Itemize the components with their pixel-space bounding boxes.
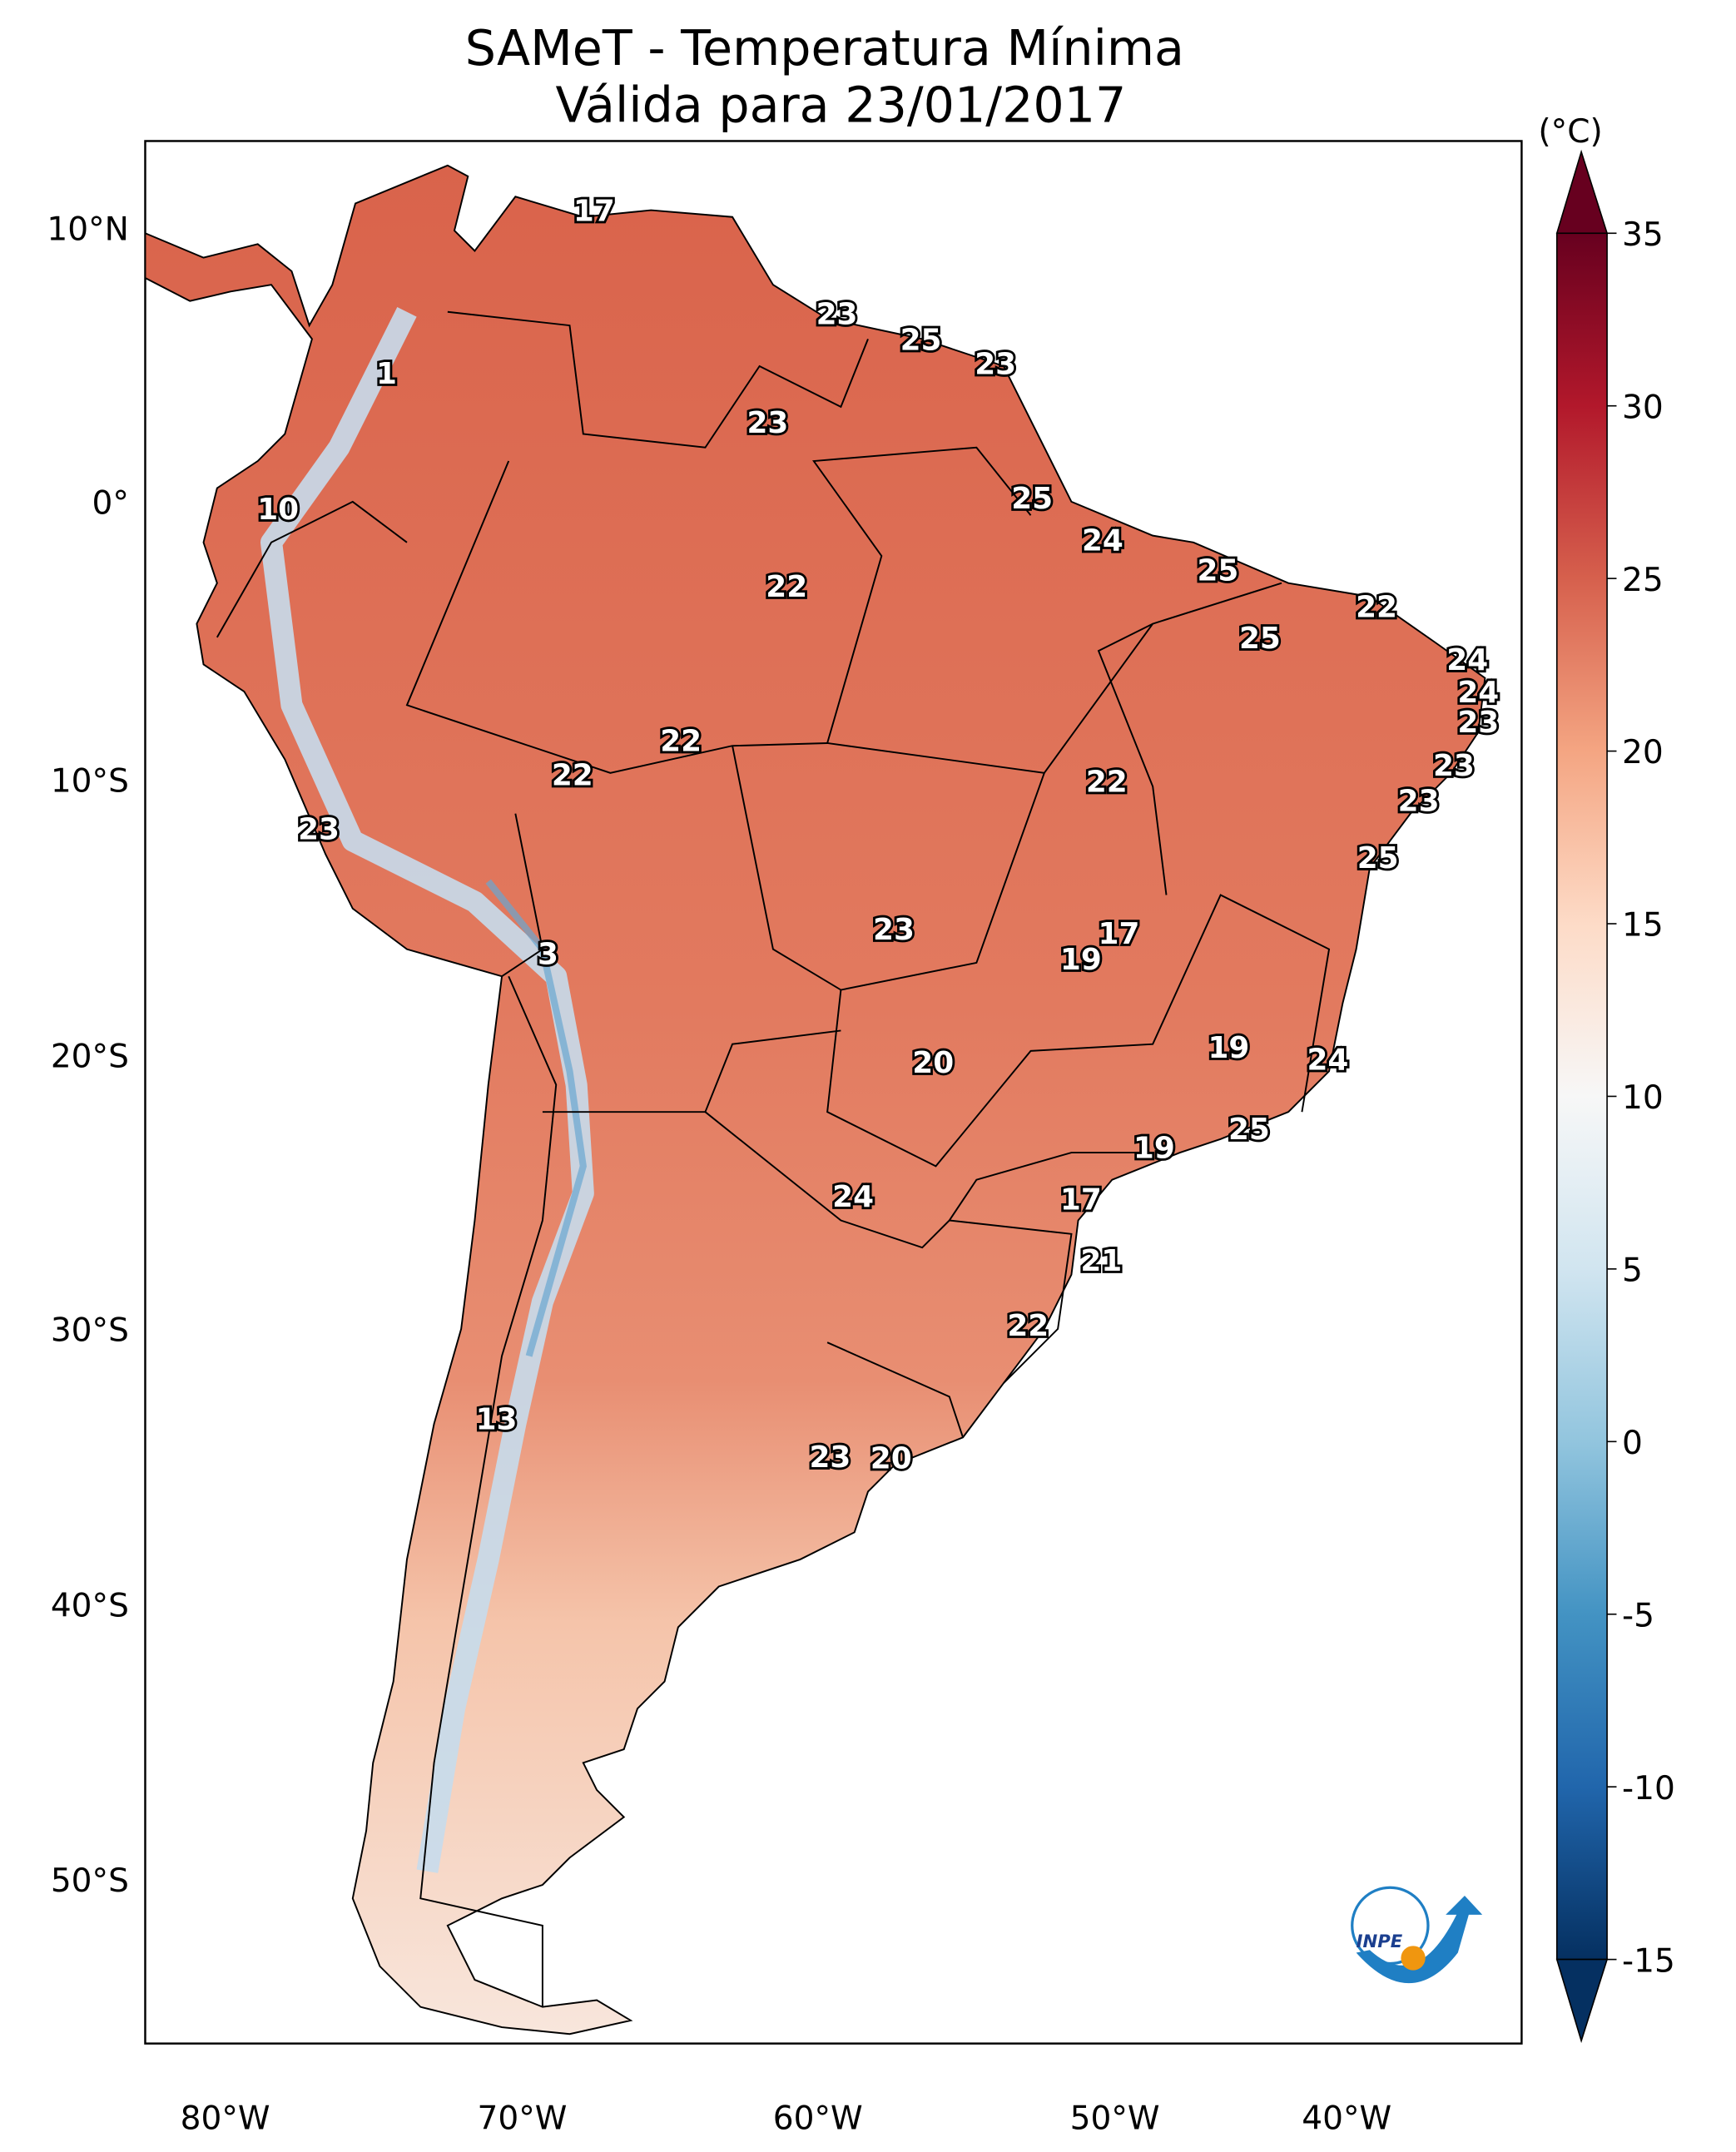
temperature-label: 25	[900, 323, 942, 357]
temperature-label: 22	[1007, 1309, 1049, 1343]
lat-tick: 50°S	[51, 1862, 129, 1900]
temperature-label: 25	[1239, 622, 1281, 656]
andes-cold-core	[485, 879, 587, 1357]
colorbar: (°C) 35 30 25 20 15 10 5 0 -5 -10 -15	[1538, 113, 1675, 2044]
temperature-label: 17	[573, 195, 615, 229]
andes-cold-band	[260, 306, 594, 1873]
temperature-label: 19	[1133, 1132, 1175, 1166]
temperature-label: 23	[975, 348, 1016, 382]
colorbar-tick-label: 20	[1622, 734, 1664, 771]
temperature-label: 3	[538, 938, 558, 972]
colorbar-tick-label: 10	[1622, 1079, 1664, 1117]
temperature-label: 22	[766, 570, 807, 604]
colorbar-extend-min	[1555, 1958, 1609, 2044]
colorbar-tick-label: 5	[1622, 1252, 1643, 1290]
temperature-label: 25	[1011, 482, 1053, 516]
temperature-label: 20	[870, 1442, 912, 1476]
temperature-label: 19	[1060, 943, 1102, 977]
temperature-label: 23	[298, 813, 340, 847]
temperature-label: 20	[912, 1046, 954, 1080]
temperature-label: 25	[1228, 1113, 1270, 1147]
lon-tick: 40°W	[1302, 2100, 1391, 2137]
temperature-label: 10	[257, 493, 299, 527]
lon-tick: 80°W	[181, 2100, 270, 2137]
colorbar-tick-label: 15	[1622, 907, 1664, 945]
lon-tick: 50°W	[1070, 2100, 1160, 2137]
colorbar-tick-label: -10	[1622, 1770, 1675, 1807]
lat-tick: 10°S	[51, 763, 129, 801]
colorbar-tick-label: 0	[1622, 1425, 1643, 1462]
lon-tick: 60°W	[773, 2100, 863, 2137]
temperature-label: 13	[476, 1402, 518, 1436]
temperature-label: 24	[1082, 524, 1123, 558]
temperature-label: 17	[1060, 1183, 1102, 1217]
temperature-label: 22	[1086, 766, 1128, 800]
inpe-logo: INPE	[1351, 1886, 1483, 1984]
temperature-label: 23	[746, 406, 788, 440]
colorbar-tick-label: 35	[1622, 216, 1664, 254]
temperature-label: 25	[1197, 553, 1238, 588]
lat-tick: 20°S	[51, 1038, 129, 1075]
temperature-label: 24	[832, 1180, 874, 1214]
temperature-label: 23	[1398, 784, 1440, 818]
latitude-axis: 10°N 0° 10°S 20°S 30°S 40°S 50°S	[47, 211, 129, 1900]
longitude-axis: 80°W 70°W 60°W 50°W 40°W	[181, 2100, 1392, 2137]
temperature-label: 23	[1457, 706, 1499, 740]
colorbar-extend-max	[1555, 149, 1609, 235]
temperature-label: 22	[660, 725, 702, 759]
temperature-label: 24	[1457, 676, 1499, 710]
colorbar-tick-label: -5	[1622, 1597, 1654, 1634]
colorbar-tick-label: -15	[1622, 1942, 1675, 1980]
lat-tick: 10°N	[47, 211, 129, 248]
temperature-label: 25	[1357, 841, 1399, 875]
colorbar-bar	[1555, 232, 1608, 1961]
title-line-2: Válida para 23/01/2017	[555, 77, 1126, 134]
temperature-label: 21	[1080, 1244, 1122, 1278]
country-state-borders	[216, 310, 1331, 2007]
lon-tick: 70°W	[478, 2100, 568, 2137]
lat-tick: 40°S	[51, 1587, 129, 1624]
temperature-label: 23	[1433, 749, 1475, 783]
inpe-logo-dot	[1401, 1946, 1426, 1971]
colorbar-tick-label: 25	[1622, 562, 1664, 599]
temperature-label: 19	[1208, 1031, 1250, 1065]
colorbar-unit: (°C)	[1538, 113, 1602, 151]
temperature-label: 23	[816, 297, 858, 331]
temperature-label: 24	[1307, 1044, 1348, 1078]
temperature-label: 23	[809, 1440, 851, 1475]
lat-tick: 0°	[92, 485, 129, 523]
lat-tick: 30°S	[51, 1312, 129, 1350]
temperature-label: 22	[1356, 590, 1397, 624]
temperature-label: 1	[376, 357, 397, 391]
colorbar-tick-label: 30	[1622, 389, 1664, 426]
inpe-logo-text: INPE	[1357, 1931, 1403, 1951]
temperature-label: 17	[1099, 917, 1140, 951]
temperature-label: 24	[1446, 643, 1488, 677]
temperature-label: 23	[873, 913, 915, 947]
temperature-label: 22	[552, 758, 593, 792]
colorbar-ticks: 35 30 25 20 15 10 5 0 -5 -10 -15	[1607, 216, 1675, 1980]
title-line-1: SAMeT - Temperatura Mínima	[465, 20, 1184, 77]
